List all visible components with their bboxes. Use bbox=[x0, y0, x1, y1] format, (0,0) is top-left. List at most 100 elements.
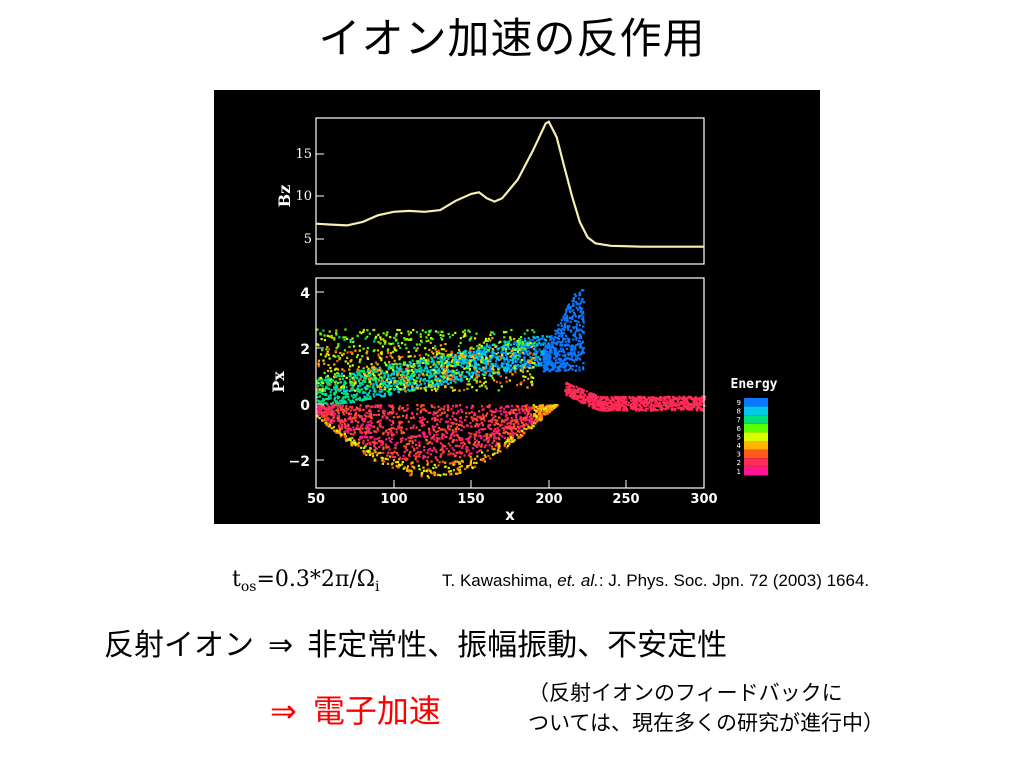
scatter-point bbox=[436, 414, 439, 417]
scatter-point bbox=[475, 352, 478, 355]
scatter-point bbox=[493, 355, 496, 358]
scatter-point bbox=[468, 353, 472, 356]
scatter-point bbox=[514, 408, 517, 411]
scatter-point bbox=[345, 386, 348, 389]
scatter-point bbox=[558, 350, 561, 353]
scatter-point bbox=[427, 374, 430, 378]
scatter-point bbox=[464, 361, 467, 364]
scatter-point bbox=[513, 355, 516, 358]
scatter-point bbox=[373, 328, 376, 331]
scatter-point bbox=[333, 415, 336, 418]
scatter-point bbox=[416, 370, 419, 373]
scatter-point bbox=[570, 395, 573, 398]
scatter-point bbox=[660, 408, 663, 411]
scatter-point bbox=[387, 375, 390, 378]
scatter-point bbox=[423, 432, 426, 435]
scatter-point bbox=[462, 350, 465, 353]
scatter-point bbox=[370, 421, 373, 424]
scatter-point bbox=[327, 395, 330, 398]
scatter-point bbox=[440, 364, 443, 367]
scatter-point bbox=[561, 366, 564, 369]
scatter-point bbox=[496, 419, 499, 422]
scatter-point bbox=[334, 391, 337, 394]
scatter-point bbox=[690, 405, 693, 408]
scatter-point bbox=[463, 353, 466, 356]
scatter-point bbox=[409, 331, 412, 334]
scatter-point bbox=[431, 472, 434, 475]
scatter-point bbox=[504, 415, 507, 418]
scatter-point bbox=[358, 441, 361, 444]
scatter-point bbox=[347, 423, 350, 426]
scatter-point bbox=[572, 309, 575, 312]
scatter-point bbox=[460, 357, 463, 360]
scatter-point bbox=[521, 434, 524, 437]
scatter-point bbox=[473, 353, 476, 357]
scatter-point bbox=[449, 353, 452, 357]
scatter-point bbox=[358, 344, 361, 347]
scatter-point bbox=[423, 377, 426, 381]
scatter-point bbox=[521, 425, 524, 428]
scatter-point bbox=[571, 347, 574, 350]
scatter-point bbox=[398, 358, 401, 361]
scatter-point bbox=[536, 359, 539, 362]
scatter-point bbox=[591, 406, 595, 409]
scatter-point bbox=[471, 375, 474, 378]
scatter-point bbox=[416, 460, 419, 463]
scatter-point bbox=[573, 360, 576, 363]
scatter-point bbox=[395, 452, 399, 455]
scatter-point bbox=[548, 405, 551, 408]
scatter-point bbox=[534, 364, 538, 367]
scatter-point bbox=[509, 364, 512, 367]
scatter-point bbox=[447, 427, 450, 430]
scatter-point bbox=[478, 431, 481, 434]
scatter-point bbox=[668, 403, 671, 406]
scatter-point bbox=[446, 405, 450, 408]
scatter-point bbox=[493, 423, 496, 426]
scatter-point bbox=[501, 420, 504, 423]
scatter-point bbox=[397, 382, 400, 386]
scatter-point bbox=[505, 446, 508, 449]
scatter-point bbox=[325, 378, 328, 381]
scatter-point bbox=[573, 397, 576, 400]
scatter-point bbox=[375, 382, 378, 385]
scatter-point bbox=[527, 425, 530, 428]
scatter-point bbox=[461, 358, 464, 361]
scatter-point bbox=[654, 396, 657, 399]
scatter-point bbox=[570, 354, 573, 357]
scatter-point bbox=[411, 441, 414, 444]
scatter-point bbox=[383, 386, 386, 390]
scatter-point bbox=[568, 341, 571, 344]
scatter-point bbox=[690, 396, 693, 399]
scatter-point bbox=[528, 364, 532, 367]
scatter-point bbox=[545, 368, 548, 371]
scatter-point bbox=[503, 408, 506, 411]
scatter-point bbox=[329, 391, 332, 394]
scatter-point bbox=[456, 434, 459, 437]
scatter-point bbox=[507, 406, 510, 409]
scatter-point bbox=[639, 395, 642, 398]
scatter-point bbox=[498, 372, 501, 375]
scatter-point bbox=[420, 475, 423, 478]
scatter-point bbox=[474, 444, 477, 448]
scatter-point bbox=[468, 452, 471, 455]
scatter-point bbox=[324, 407, 327, 411]
scatter-point bbox=[410, 417, 413, 420]
scatter-point bbox=[635, 402, 638, 405]
scatter-point bbox=[577, 351, 580, 354]
scatter-point bbox=[517, 350, 520, 353]
scatter-point bbox=[436, 372, 439, 375]
scatter-point bbox=[465, 412, 468, 415]
scatter-point bbox=[473, 368, 476, 371]
scatter-point bbox=[521, 418, 524, 421]
scatter-point bbox=[573, 353, 576, 356]
scatter-point bbox=[484, 427, 487, 430]
scatter-point bbox=[566, 392, 569, 395]
scatter-point bbox=[444, 369, 447, 372]
scatter-point bbox=[483, 349, 486, 353]
scatter-point bbox=[394, 456, 397, 459]
scatter-point bbox=[434, 383, 437, 386]
scatter-point bbox=[505, 340, 508, 343]
scatter-point bbox=[501, 348, 504, 351]
scatter-point bbox=[486, 348, 489, 352]
scatter-point bbox=[359, 425, 362, 428]
